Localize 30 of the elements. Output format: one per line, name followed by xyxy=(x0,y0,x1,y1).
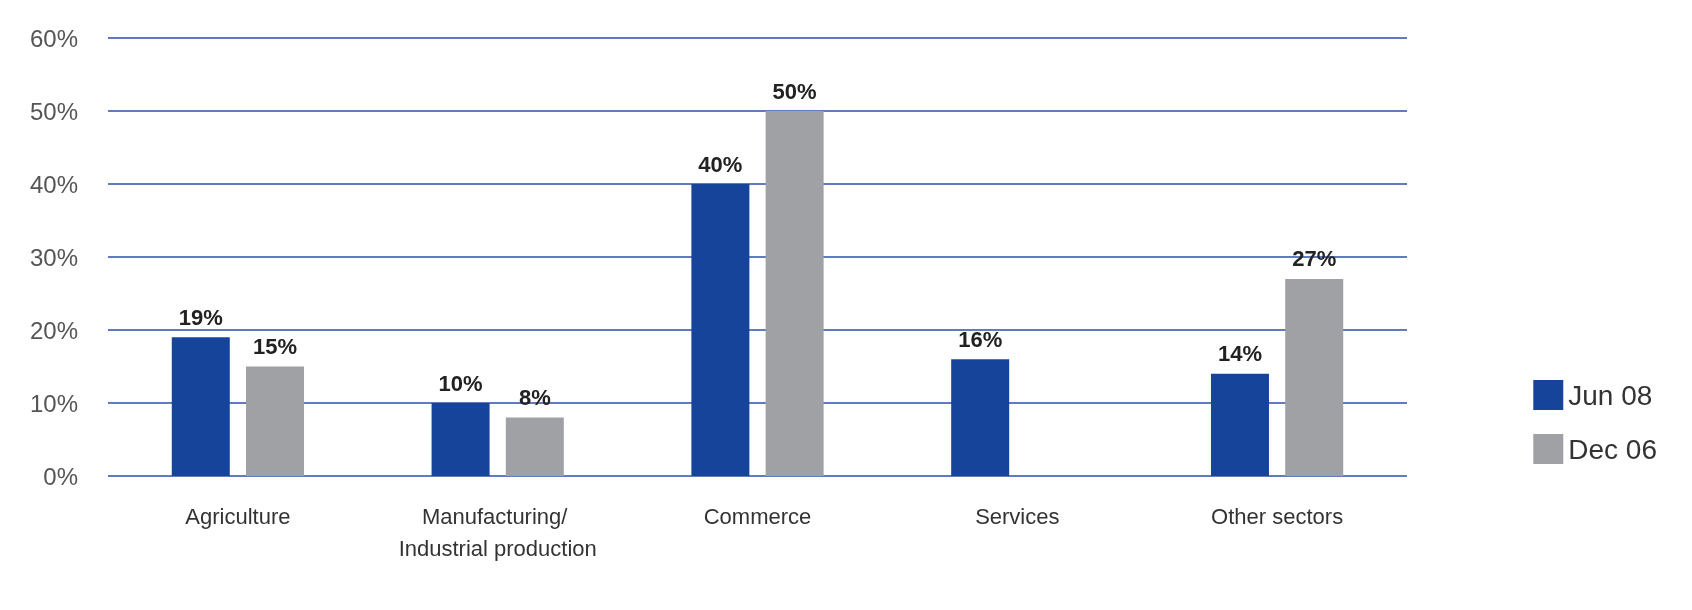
data-label: 14% xyxy=(1217,341,1262,367)
y-tick-label: 0% xyxy=(43,462,78,490)
bar xyxy=(431,403,490,476)
y-tick-label: 40% xyxy=(29,170,78,198)
legend-label: Jun 08 xyxy=(1568,379,1653,411)
bar xyxy=(951,359,1010,476)
y-tick-label: 50% xyxy=(29,97,78,125)
bar xyxy=(691,184,750,476)
data-label: 40% xyxy=(698,151,743,177)
x-tick-label: Agriculture xyxy=(185,503,291,529)
y-tick-label: 60% xyxy=(29,24,78,52)
y-tick-label: 30% xyxy=(29,243,78,271)
bar xyxy=(1210,373,1269,476)
data-label: 19% xyxy=(178,304,223,330)
y-tick-label: 20% xyxy=(29,316,78,344)
data-label: 50% xyxy=(772,78,817,104)
legend-label: Dec 06 xyxy=(1568,433,1657,465)
bar xyxy=(1285,278,1344,476)
bar xyxy=(171,337,230,476)
bar xyxy=(765,111,824,476)
data-label: 10% xyxy=(438,370,483,396)
x-tick-label: Services xyxy=(975,503,1060,529)
data-label: 15% xyxy=(253,334,298,359)
x-tick-label: Other sectors xyxy=(1211,503,1344,529)
bar xyxy=(246,366,305,476)
data-label: 16% xyxy=(958,326,1003,352)
x-tick-label: Commerce xyxy=(703,503,812,529)
y-tick-label: 10% xyxy=(29,389,78,417)
bar xyxy=(505,417,564,476)
x-tick-label: Manufacturing/ Industrial production xyxy=(398,503,597,561)
